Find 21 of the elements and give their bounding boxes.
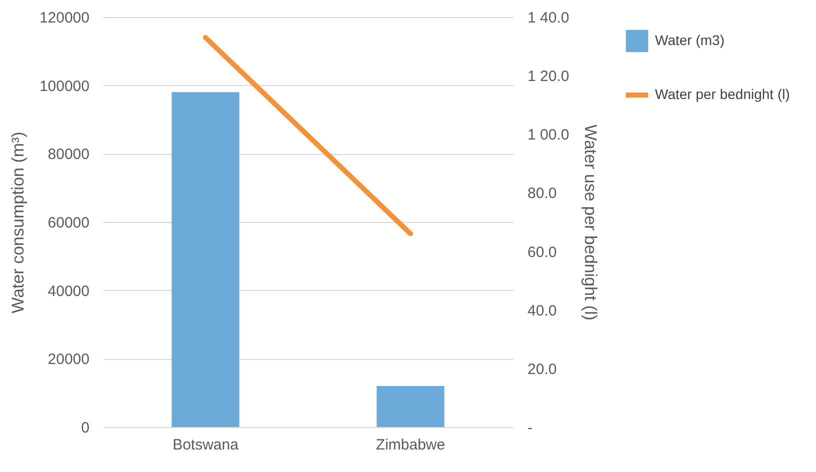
y2-tick-label: 1 40.0 bbox=[528, 10, 570, 26]
y-axis-title: Water consumption (m³) bbox=[8, 132, 28, 314]
x-tick-label: Zimbabwe bbox=[376, 436, 446, 454]
y-tick-label: 0 bbox=[81, 420, 90, 436]
y2-tick-label: 80.0 bbox=[528, 185, 557, 202]
y2-axis-title: Water use per bednight (l) bbox=[581, 124, 600, 320]
y2-tick-label: 1 20.0 bbox=[528, 68, 570, 86]
y-tick-label: 100000 bbox=[39, 78, 90, 95]
legend-label: Water (m3) bbox=[655, 32, 724, 48]
y-tick-label: 120000 bbox=[39, 10, 90, 26]
y-tick-label: 80000 bbox=[48, 146, 90, 164]
y-tick-label: 40000 bbox=[48, 282, 90, 300]
y2-tick-label: 40.0 bbox=[528, 302, 557, 320]
y-tick-label: 60000 bbox=[48, 214, 90, 232]
y2-tick-label: 1 00.0 bbox=[528, 126, 570, 144]
legend-label: Water per bednight (l) bbox=[655, 86, 790, 102]
x-tick-label: Botswana bbox=[172, 436, 240, 454]
y-tick-label: 20000 bbox=[48, 351, 90, 368]
y2-tick-label: 60.0 bbox=[528, 244, 557, 261]
y2-tick-label: - bbox=[528, 420, 532, 436]
y2-tick-label: 20.0 bbox=[528, 360, 557, 378]
